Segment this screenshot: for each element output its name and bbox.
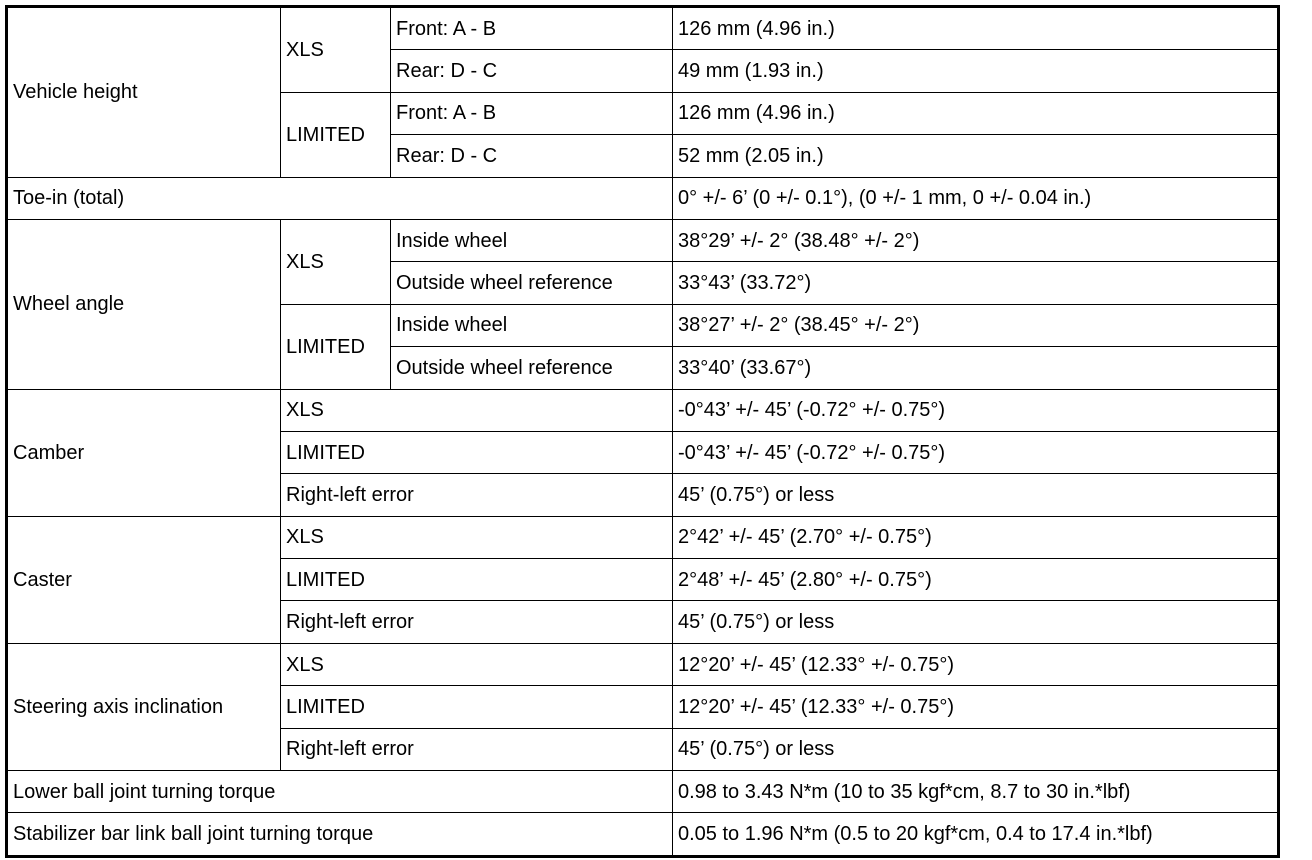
spec-value: 38°27’ +/- 2° (38.45° +/- 2°) [672,303,1279,348]
position-label: Front: A - B [390,5,673,51]
table-row: LIMITED 2°48’ +/- 45’ (2.80° +/- 0.75°) [7,558,1279,602]
spec-value: 2°48’ +/- 45’ (2.80° +/- 0.75°) [672,558,1279,602]
spec-value: 12°20’ +/- 45’ (12.33° +/- 0.75°) [672,642,1279,687]
grade-label: LIMITED [280,430,673,475]
table-row: Camber XLS -0°43’ +/- 45’ (-0.72° +/- 0.… [6,388,1279,517]
table-row: Steering axis inclination XLS 12°20’ +/-… [6,642,1279,772]
spec-value: 0.98 to 3.43 N*m (10 to 35 kgf*cm, 8.7 t… [672,770,1279,814]
error-label: Right-left error [280,600,673,644]
position-label: Rear: D - C [390,49,673,93]
table-row: LIMITED 12°20’ +/- 45’ (12.33° +/- 0.75°… [7,685,1279,729]
spec-value: 126 mm (4.96 in.) [672,5,1279,51]
error-label: Right-left error [280,727,673,772]
row-label: Caster [6,515,281,644]
table-row: Stabilizer bar link ball joint turning t… [6,812,1279,857]
table-row: Rear: D - C 49 mm (1.93 in.) [7,49,1279,93]
row-label: Camber [6,388,281,517]
position-label: Front: A - B [390,91,673,136]
row-label: Steering axis inclination [6,642,281,772]
spec-value: 45’ (0.75°) or less [672,727,1279,772]
spec-value: 49 mm (1.93 in.) [672,49,1279,93]
table-row: Caster XLS 2°42’ +/- 45’ (2.70° +/- 0.75… [6,515,1279,644]
position-label: Inside wheel [390,218,673,263]
table-row: LIMITED -0°43’ +/- 45’ (-0.72° +/- 0.75°… [7,430,1279,475]
table-row: Vehicle height XLS Front: A - B 126 mm (… [6,5,1279,178]
position-label: Outside wheel reference [390,261,673,305]
spec-value: 33°43’ (33.72°) [672,261,1279,305]
grade-label: LIMITED [280,685,673,729]
spec-value: 52 mm (2.05 in.) [672,134,1279,178]
grade-label: XLS [280,642,673,687]
spec-value: 45’ (0.75°) or less [672,473,1279,517]
spec-value: 0° +/- 6’ (0 +/- 0.1°), (0 +/- 1 mm, 0 +… [672,176,1279,220]
grade-label: XLS [280,388,673,432]
table-row: Toe-in (total) 0° +/- 6’ (0 +/- 0.1°), (… [6,176,1279,220]
position-label: Inside wheel [390,303,673,348]
spec-value: -0°43’ +/- 45’ (-0.72° +/- 0.75°) [672,430,1279,475]
table-row: Lower ball joint turning torque 0.98 to … [6,770,1279,814]
error-label: Right-left error [280,473,673,517]
table-row: Right-left error 45’ (0.75°) or less [7,473,1279,517]
row-label: Lower ball joint turning torque [6,770,673,814]
row-label: Vehicle height [6,6,281,178]
table-row: Outside wheel reference 33°40’ (33.67°) [7,346,1279,390]
table-row: Right-left error 45’ (0.75°) or less [7,727,1279,772]
table-row: Outside wheel reference 33°43’ (33.72°) [7,261,1279,305]
table-row: LIMITED Inside wheel 38°27’ +/- 2° (38.4… [7,303,1279,390]
row-label: Toe-in (total) [6,176,673,220]
row-label: Stabilizer bar link ball joint turning t… [6,812,673,857]
spec-value: 12°20’ +/- 45’ (12.33° +/- 0.75°) [672,685,1279,729]
grade-label: LIMITED [280,91,391,178]
grade-label: XLS [280,6,391,93]
spec-value: 33°40’ (33.67°) [672,346,1279,390]
row-label: Wheel angle [6,218,281,390]
position-label: Outside wheel reference [390,346,673,390]
grade-label: XLS [280,515,673,560]
grade-label: LIMITED [280,303,391,390]
position-label: Rear: D - C [390,134,673,178]
spec-value: 0.05 to 1.96 N*m (0.5 to 20 kgf*cm, 0.4 … [672,812,1279,857]
grade-label: XLS [280,218,391,305]
specification-table: Vehicle height XLS Front: A - B 126 mm (… [5,5,1280,858]
table-row: Right-left error 45’ (0.75°) or less [7,600,1279,644]
table-row: Wheel angle XLS Inside wheel 38°29’ +/- … [6,218,1279,390]
table-row: Rear: D - C 52 mm (2.05 in.) [7,134,1279,178]
spec-value: -0°43’ +/- 45’ (-0.72° +/- 0.75°) [672,388,1279,432]
spec-value: 126 mm (4.96 in.) [672,91,1279,136]
spec-value: 45’ (0.75°) or less [672,600,1279,644]
grade-label: LIMITED [280,558,673,602]
spec-value: 2°42’ +/- 45’ (2.70° +/- 0.75°) [672,515,1279,560]
spec-value: 38°29’ +/- 2° (38.48° +/- 2°) [672,218,1279,263]
